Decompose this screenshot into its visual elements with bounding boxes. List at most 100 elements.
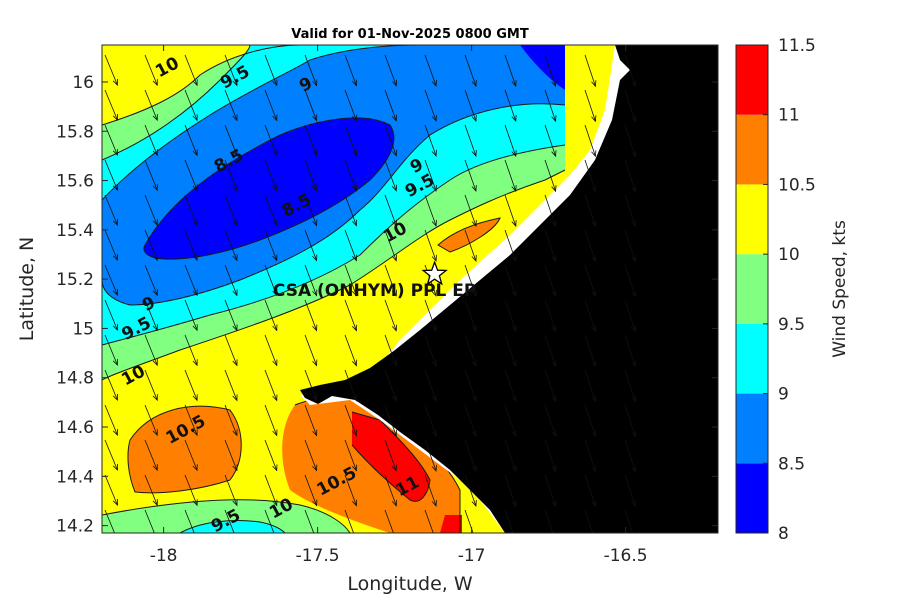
wind-arrow xyxy=(104,194,118,226)
wind-arrow-head xyxy=(551,360,557,368)
colorbar-tick-label: 10.5 xyxy=(778,175,816,195)
wind-arrow xyxy=(144,474,158,506)
wind-arrow-head xyxy=(272,149,278,157)
wind-arrow-head xyxy=(391,254,397,262)
wind-arrow xyxy=(184,89,198,121)
wind-arrow-head xyxy=(471,499,477,507)
wind-arrow xyxy=(504,474,517,507)
wind-arrow-head xyxy=(192,114,198,122)
wind-arrow-head xyxy=(312,499,318,507)
wind-arrow-head xyxy=(591,80,597,88)
wind-arrow-head xyxy=(432,535,436,541)
wind-arrow-head xyxy=(392,535,396,541)
wind-arrow xyxy=(624,264,636,297)
colorbar-segment xyxy=(736,254,768,324)
wind-arrows xyxy=(104,54,637,541)
wind-arrow-head xyxy=(471,289,477,297)
wind-arrow-head xyxy=(591,220,597,228)
wind-arrow xyxy=(144,264,158,296)
wind-arrow-head xyxy=(511,185,517,193)
wind-arrow-head xyxy=(431,184,437,192)
x-axis-label: Longitude, W xyxy=(347,573,473,595)
wind-arrow-head xyxy=(352,499,358,507)
wind-arrow xyxy=(504,439,517,472)
wind-arrow-head xyxy=(352,394,358,402)
wind-arrow xyxy=(544,124,556,157)
wind-arrow-head xyxy=(391,184,397,192)
wind-arrow xyxy=(544,404,556,437)
wind-arrow xyxy=(104,89,118,121)
band-10.5-11-west xyxy=(127,406,242,493)
wind-arrow xyxy=(624,159,636,192)
wind-arrow xyxy=(464,474,477,507)
wind-arrow-head xyxy=(352,464,358,472)
wind-arrow xyxy=(104,369,118,401)
wind-arrow-head xyxy=(232,114,238,122)
wind-arrow xyxy=(184,54,198,86)
wind-arrow-head xyxy=(591,500,597,508)
wind-arrow xyxy=(544,194,556,227)
wind-arrow-head xyxy=(431,429,437,437)
wind-arrow-head xyxy=(391,464,397,472)
wind-arrow xyxy=(224,474,238,506)
wind-arrow xyxy=(464,159,477,192)
wind-arrow xyxy=(304,194,317,226)
wind-arrow xyxy=(224,509,235,533)
wind-arrow-head xyxy=(112,359,118,366)
colorbar-tick-label: 11.5 xyxy=(778,36,816,56)
wind-arrow xyxy=(264,124,278,156)
wind-arrow xyxy=(544,474,556,507)
wind-arrow-head xyxy=(192,79,198,87)
wind-arrow xyxy=(464,54,477,87)
band-9-9.5-south xyxy=(180,520,285,533)
wind-arrow-head xyxy=(551,255,557,263)
wind-arrow-head xyxy=(272,184,278,192)
wind-arrow xyxy=(184,404,198,436)
wind-arrow-head xyxy=(471,324,477,332)
band-8-8.5 xyxy=(143,117,394,260)
wind-arrow-head xyxy=(112,79,118,86)
wind-arrow-head xyxy=(152,289,158,297)
wind-arrow xyxy=(384,299,397,331)
wind-arrow-head xyxy=(312,429,318,437)
colorbar-tick-label: 9.5 xyxy=(778,315,805,335)
wind-arrow xyxy=(264,334,278,366)
wind-arrow xyxy=(424,299,437,332)
wind-arrow xyxy=(304,439,317,471)
wind-arrow-head xyxy=(272,114,278,122)
wind-arrow xyxy=(464,369,477,402)
wind-arrow-head xyxy=(153,534,157,540)
wind-arrow-head xyxy=(352,114,358,122)
wind-arrow xyxy=(304,124,317,156)
wind-arrow xyxy=(544,229,556,262)
wind-arrow xyxy=(384,229,397,261)
wind-arrow-head xyxy=(471,219,477,227)
wind-arrow-head xyxy=(272,429,278,437)
wind-arrow xyxy=(624,369,636,402)
wind-arrow xyxy=(464,509,474,533)
wind-arrow xyxy=(504,299,517,332)
wind-arrow-head xyxy=(551,430,557,438)
wind-arrow xyxy=(104,334,118,366)
wind-arrow-head xyxy=(631,395,637,403)
colorbar-segment xyxy=(736,184,768,255)
wind-arrow xyxy=(584,159,596,192)
wind-arrow-head xyxy=(431,149,437,157)
wind-arrow xyxy=(264,159,278,191)
wind-arrow xyxy=(624,404,636,437)
wind-arrow-head xyxy=(232,324,238,332)
wind-arrow-head xyxy=(152,184,158,192)
x-tick-label: -18 xyxy=(150,546,178,566)
wind-arrow-head xyxy=(112,394,118,401)
wind-arrow-head xyxy=(232,289,238,297)
wind-arrow-head xyxy=(232,219,238,227)
wind-arrow xyxy=(144,89,158,121)
wind-arrow xyxy=(464,124,477,157)
wind-arrow-head xyxy=(472,535,476,541)
wind-arrow-head xyxy=(591,185,597,193)
wind-arrow-head xyxy=(192,184,198,192)
wind-arrow-head xyxy=(192,324,198,332)
wind-arrow xyxy=(144,159,158,191)
wind-arrow xyxy=(224,89,238,121)
wind-arrow-head xyxy=(631,255,637,263)
